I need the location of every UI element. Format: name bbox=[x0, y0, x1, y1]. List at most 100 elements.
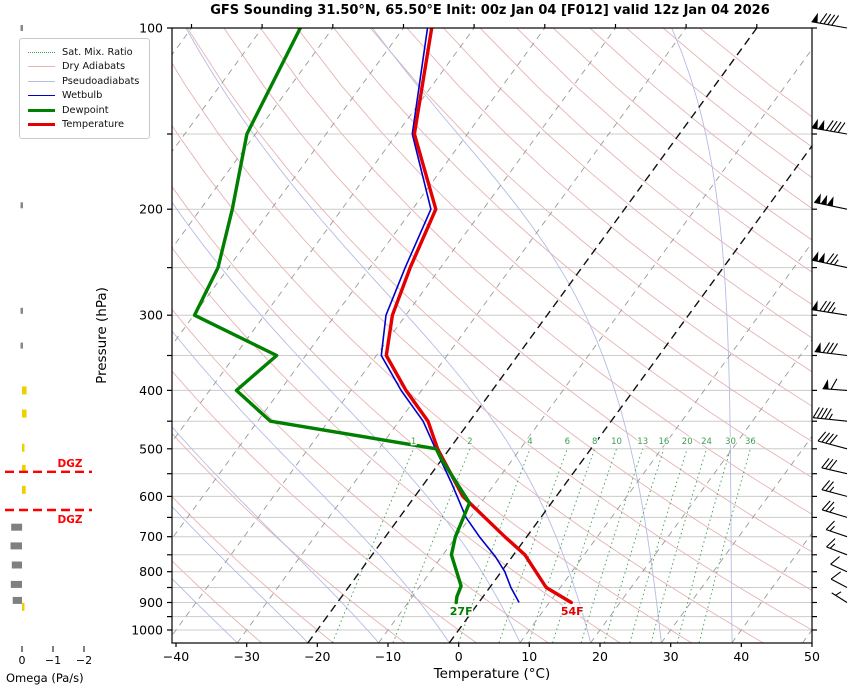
dry-adiabat-line bbox=[172, 62, 812, 631]
wind-barb-staff bbox=[811, 309, 848, 316]
mixing-ratio-line bbox=[528, 448, 596, 643]
wind-barb-full bbox=[826, 538, 836, 548]
wind-barb-staff bbox=[826, 529, 848, 538]
dry-adiabat-line bbox=[406, 28, 812, 373]
legend-line-sample-pseudo bbox=[28, 80, 55, 82]
wind-barb bbox=[817, 431, 848, 450]
y-tick-label: 700 bbox=[139, 529, 163, 544]
omega-bar-descent bbox=[11, 561, 22, 569]
wind-barb-half bbox=[831, 307, 836, 314]
legend-line-sample-wetbulb bbox=[28, 95, 55, 97]
isotherm-line bbox=[172, 28, 546, 540]
wind-barb-staff bbox=[830, 563, 848, 573]
y-tick-label: 300 bbox=[139, 308, 163, 323]
wind-barb-staff bbox=[814, 351, 848, 357]
dry-adiabat-line bbox=[172, 247, 621, 643]
legend-label: Dewpoint bbox=[62, 104, 109, 116]
x-tick-label: 20 bbox=[592, 649, 608, 664]
wind-barb-full bbox=[825, 120, 834, 131]
wind-barb-flag bbox=[826, 196, 834, 207]
isotherm-line-highlight bbox=[307, 28, 758, 643]
omega-bar-ascent bbox=[22, 386, 27, 395]
wind-barb bbox=[821, 500, 848, 518]
x-tick-label: 40 bbox=[733, 649, 749, 664]
x-tick-label: 30 bbox=[663, 649, 679, 664]
mixing-ratio-label: 1 bbox=[411, 437, 416, 447]
wind-barb bbox=[826, 538, 848, 556]
y-tick-label: 1000 bbox=[131, 623, 163, 638]
legend-line-sample-dry bbox=[28, 66, 55, 68]
dry-adiabat-line bbox=[172, 560, 262, 643]
wind-barb bbox=[812, 407, 848, 422]
dry-adiabat-line bbox=[172, 124, 764, 643]
wind-barb bbox=[830, 556, 848, 573]
wind-barb-full bbox=[825, 481, 834, 492]
wind-barb-full bbox=[837, 122, 846, 133]
temperature-curve bbox=[384, 28, 573, 605]
mixing-ratio-label: 4 bbox=[527, 437, 532, 447]
y-tick-label: 800 bbox=[139, 564, 163, 579]
wind-barb-full bbox=[826, 342, 834, 354]
legend-line-sample-mixratio bbox=[28, 51, 55, 53]
x-tick-label: −30 bbox=[234, 649, 260, 664]
x-axis-label: Temperature (°C) bbox=[433, 666, 551, 682]
wind-barb bbox=[822, 378, 848, 391]
dewpoint-curve bbox=[192, 28, 472, 605]
plot-area bbox=[172, 28, 812, 643]
wind-barb-half bbox=[828, 413, 833, 420]
mixing-ratio-label: 8 bbox=[592, 437, 597, 447]
legend-label: Wetbulb bbox=[62, 90, 103, 102]
mixing-ratio-line bbox=[629, 448, 688, 643]
wind-barb-full bbox=[833, 121, 842, 133]
dry-adiabat-line bbox=[172, 185, 692, 643]
wind-barb-full bbox=[819, 300, 827, 312]
isotherm-line-highlight bbox=[448, 144, 812, 643]
dry-adiabat-line bbox=[186, 28, 812, 591]
y-tick-label: 400 bbox=[139, 383, 163, 398]
y-tick-label: 600 bbox=[139, 489, 163, 504]
dry-adiabat-line bbox=[172, 308, 549, 643]
mixing-ratio-label: 10 bbox=[611, 437, 622, 447]
wind-barb-full bbox=[825, 433, 834, 444]
wind-barb bbox=[811, 300, 848, 316]
dry-adiabat-line bbox=[589, 28, 812, 210]
y-tick-label: 900 bbox=[139, 595, 163, 610]
wind-barb bbox=[821, 458, 848, 475]
wind-barb-staff bbox=[822, 388, 848, 391]
wind-barb bbox=[814, 342, 848, 357]
pseudoadiabat-line bbox=[172, 330, 450, 643]
wind-barb-half bbox=[829, 543, 836, 549]
y-tick-label: 200 bbox=[139, 202, 163, 217]
plot-border bbox=[171, 27, 813, 644]
legend-line-sample-temperature bbox=[28, 123, 55, 127]
omega-bar-ascent bbox=[22, 409, 27, 418]
surface-temp-label: 54F bbox=[561, 605, 584, 618]
omega-bar-ascent bbox=[22, 464, 26, 473]
legend-item-dry: Dry Adiabats bbox=[28, 60, 139, 75]
wind-barb-staff bbox=[826, 546, 848, 556]
dry-adiabat-line bbox=[369, 28, 812, 407]
mixing-ratio-line bbox=[676, 448, 731, 643]
x-tick-label: 10 bbox=[521, 649, 537, 664]
wind-barb-full bbox=[825, 501, 835, 512]
wind-barb-full bbox=[821, 480, 831, 491]
pseudoadiabat-line bbox=[372, 28, 662, 643]
wind-barb-half bbox=[829, 525, 835, 532]
wind-barb-full bbox=[824, 408, 832, 420]
wind-barb-full bbox=[827, 301, 835, 313]
wind-barb-full bbox=[812, 407, 820, 418]
legend-item-pseudo: Pseudoadiabats bbox=[28, 74, 139, 89]
wind-barb-flag bbox=[811, 118, 818, 129]
wind-barb-staff bbox=[817, 440, 848, 450]
wind-barb-full bbox=[825, 458, 834, 470]
wind-barb-flag bbox=[811, 251, 819, 262]
wind-barb-staff bbox=[811, 127, 848, 135]
legend-item-wetbulb: Wetbulb bbox=[28, 89, 139, 104]
wind-barb-staff bbox=[821, 467, 848, 475]
wind-barb-flag bbox=[811, 12, 818, 23]
wind-barb-full bbox=[830, 571, 842, 580]
wind-barb-flag bbox=[817, 119, 825, 130]
dry-adiabat-line bbox=[260, 28, 812, 515]
wind-barb-full bbox=[826, 253, 835, 264]
